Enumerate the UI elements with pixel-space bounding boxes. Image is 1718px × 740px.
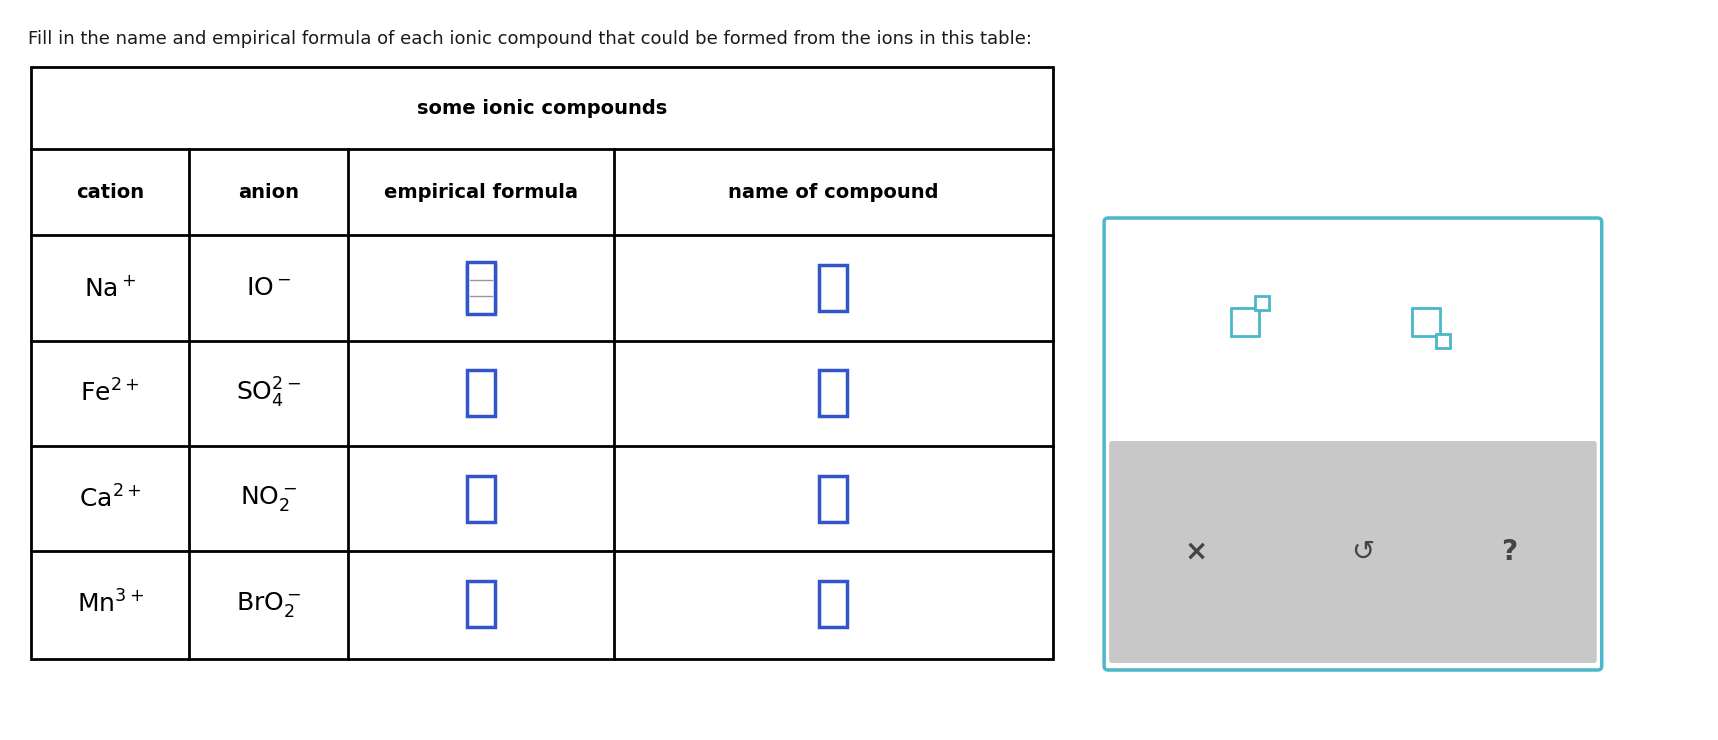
Text: IO$^-$: IO$^-$ [246,276,292,300]
Text: NO$_2^-$: NO$_2^-$ [241,484,297,514]
Text: some ionic compounds: some ionic compounds [417,98,667,118]
Text: BrO$_2^-$: BrO$_2^-$ [235,590,301,619]
Bar [467,371,495,417]
FancyBboxPatch shape [1110,441,1596,663]
Text: Na$^+$: Na$^+$ [84,275,136,300]
FancyBboxPatch shape [1105,218,1601,670]
Bar [819,476,847,522]
Bar [819,581,847,627]
Bar [467,476,495,522]
Text: empirical formula: empirical formula [383,183,577,202]
Text: anion: anion [239,183,299,202]
Text: ?: ? [1502,538,1517,566]
Text: Fill in the name and empirical formula of each ionic compound that could be form: Fill in the name and empirical formula o… [27,30,1033,48]
Bar [1256,296,1270,310]
Text: Mn$^{3+}$: Mn$^{3+}$ [77,591,144,618]
Text: name of compound: name of compound [728,183,938,202]
Bar [1436,334,1450,348]
Text: Ca$^{2+}$: Ca$^{2+}$ [79,485,141,512]
Bar [819,371,847,417]
Bar [819,265,847,311]
Text: Fe$^{2+}$: Fe$^{2+}$ [81,380,139,407]
Text: ×: × [1185,538,1208,566]
Bar [467,262,495,314]
Bar [31,67,1053,659]
Text: SO$_4^{2-}$: SO$_4^{2-}$ [235,376,301,411]
Bar [467,581,495,627]
Bar [467,265,495,311]
Text: cation: cation [76,183,144,202]
Text: ↺: ↺ [1350,538,1374,566]
Bar [1412,308,1440,336]
Bar [1232,308,1259,336]
